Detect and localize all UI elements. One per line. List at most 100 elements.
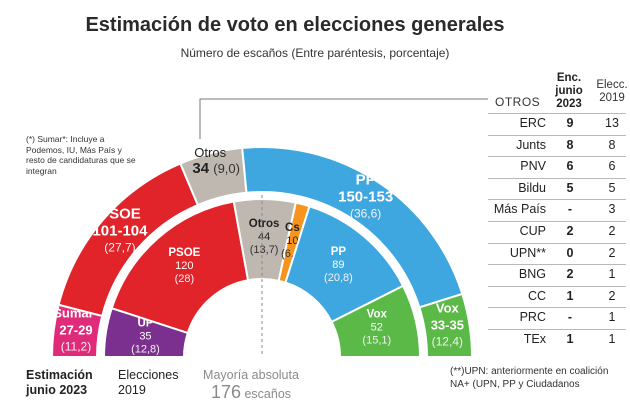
table-party: BNG bbox=[518, 267, 546, 282]
table-el-value: 6 bbox=[608, 159, 616, 174]
table-enc-value: 5 bbox=[566, 180, 574, 195]
table-row: PRC - 1 bbox=[488, 307, 626, 329]
majority-unit: escaños bbox=[244, 387, 292, 401]
inner-segment-vox bbox=[330, 284, 422, 358]
legend-estimacion-line2: junio 2023 bbox=[26, 383, 88, 397]
inner-cs-seats: 10 bbox=[286, 235, 298, 247]
inner-psoe-seats: 120 bbox=[175, 260, 193, 272]
table-el-value: 3 bbox=[608, 202, 616, 217]
note-upn: (**)UPN: anteriormente en coalición NA+ … bbox=[450, 366, 630, 391]
inner-vox-pct: (15,1) bbox=[362, 335, 391, 347]
note-upn-line1: (**)UPN: anteriormente en coalición bbox=[450, 366, 609, 377]
table-divider bbox=[488, 329, 626, 330]
table-header-elecciones: Elecc. 2019 bbox=[592, 79, 630, 105]
legend-elecciones-line2: 2019 bbox=[118, 383, 146, 397]
outer-psoe-name: PSOE bbox=[99, 206, 141, 223]
table-party: TEx bbox=[523, 332, 546, 346]
table-row: UPN** 0 2 bbox=[488, 243, 626, 265]
table-party: CC bbox=[527, 288, 546, 303]
table-party: CUP bbox=[519, 224, 546, 238]
header-19-line2: 2019 bbox=[599, 92, 625, 104]
table-party: Junts bbox=[516, 137, 546, 152]
outer-otros-name: Otros bbox=[194, 145, 226, 160]
table-el-value: 5 bbox=[608, 180, 616, 195]
outer-vox-seats: 33-35 bbox=[431, 317, 464, 332]
outer-vox-pct: (12,4) bbox=[432, 334, 463, 348]
otros-connector bbox=[199, 98, 488, 139]
table-divider bbox=[488, 242, 626, 244]
outer-sumar-pct: (11,2) bbox=[61, 340, 91, 354]
table-row: Más País - 3 bbox=[488, 199, 626, 221]
table-party: UPN** bbox=[509, 245, 546, 260]
table-party: PNV bbox=[520, 159, 546, 174]
table-enc-value: 8 bbox=[566, 137, 574, 152]
legend-estimacion: Estimación junio 2023 bbox=[26, 368, 93, 398]
table-divider bbox=[488, 307, 626, 309]
inner-pp-seats: 89 bbox=[332, 259, 344, 271]
table-el-value: 1 bbox=[608, 310, 616, 325]
inner-otros-seats: 44 bbox=[258, 231, 270, 243]
table-enc-value: - bbox=[567, 310, 573, 325]
table-el-value: 8 bbox=[608, 137, 616, 152]
table-row: ERC 9 13 bbox=[488, 113, 626, 135]
chart-subtitle: Número de escaños (Entre paréntesis, por… bbox=[180, 46, 450, 60]
inner-otros-name: Otros bbox=[249, 218, 280, 230]
outer-otros-values: 34 (9,0) bbox=[192, 160, 240, 177]
table-otros-label: OTROS bbox=[495, 95, 541, 109]
outer-segment-vox bbox=[418, 292, 474, 358]
table-enc-value: 1 bbox=[566, 288, 574, 303]
table-row: Bildu 5 5 bbox=[488, 178, 626, 200]
table-row: CC 1 2 bbox=[488, 286, 626, 308]
table-el-value: 1 bbox=[608, 332, 616, 346]
table-header-encuesta: Enc. junio 2023 bbox=[549, 72, 589, 111]
header-enc-line2: junio bbox=[555, 85, 583, 97]
header-enc-line1: Enc. bbox=[556, 72, 582, 84]
table-divider bbox=[488, 113, 626, 114]
table-el-value: 2 bbox=[608, 224, 616, 238]
table-divider bbox=[488, 285, 626, 287]
table-row: Junts 8 8 bbox=[488, 135, 626, 157]
table-divider bbox=[488, 264, 626, 266]
table-el-value: 2 bbox=[608, 288, 616, 303]
table-enc-value: 2 bbox=[566, 224, 574, 238]
header-enc-line3: 2023 bbox=[556, 98, 582, 110]
majority-line1: Mayoría absoluta bbox=[203, 368, 299, 382]
table-enc-value: 6 bbox=[566, 159, 574, 174]
table-enc-value: - bbox=[567, 202, 573, 217]
table-row: BNG 2 1 bbox=[488, 264, 626, 286]
table-divider bbox=[488, 199, 626, 201]
table-el-value: 13 bbox=[605, 116, 619, 130]
outer-psoe-seats: 101-104 bbox=[92, 223, 148, 240]
inner-pp-pct: (20,8) bbox=[324, 272, 353, 284]
table-divider bbox=[488, 221, 626, 222]
majority-label: Mayoría absoluta 176 escaños bbox=[196, 367, 306, 403]
legend-elecciones-line1: Elecciones bbox=[118, 368, 179, 382]
inner-up-pct: (12,8) bbox=[131, 344, 160, 356]
majority-seats: 176 bbox=[210, 382, 241, 402]
table-el-value: 2 bbox=[608, 245, 616, 260]
note-upn-line2: NA+ (UPN, PP y Ciudadanos bbox=[450, 378, 580, 390]
table-divider bbox=[488, 177, 626, 179]
outer-psoe-pct: (27,7) bbox=[104, 241, 135, 255]
inner-vox-seats: 52 bbox=[371, 322, 383, 334]
inner-pp-name: PP bbox=[331, 246, 347, 258]
outer-sumar-seats: 27-29 bbox=[59, 323, 92, 338]
inner-segment-psoe bbox=[110, 200, 250, 335]
table-party: ERC bbox=[519, 116, 546, 130]
table-enc-value: 2 bbox=[566, 267, 574, 282]
header-19-line1: Elecc. bbox=[596, 79, 628, 91]
outer-pp-seats: 150-153 bbox=[338, 189, 393, 206]
table-row: TEx 1 1 bbox=[488, 329, 626, 351]
inner-cs-name: Cs bbox=[285, 222, 300, 234]
inner-psoe-name: PSOE bbox=[168, 247, 200, 259]
table-party: PRC bbox=[519, 310, 546, 325]
table-row: PNV 6 6 bbox=[488, 156, 626, 178]
legend-elecciones: Elecciones 2019 bbox=[118, 368, 178, 398]
table-party: Bildu bbox=[518, 180, 546, 195]
chart-title: Estimación de voto en elecciones general… bbox=[85, 14, 505, 36]
table-party: Más País bbox=[493, 202, 546, 217]
inner-otros-pct: (13,7) bbox=[250, 244, 279, 256]
table-row: CUP 2 2 bbox=[488, 221, 626, 243]
note-sumar: (*) Sumar*: Incluye a Podemos, IU, Más P… bbox=[26, 134, 136, 176]
outer-vox-name: Vox bbox=[436, 300, 460, 315]
